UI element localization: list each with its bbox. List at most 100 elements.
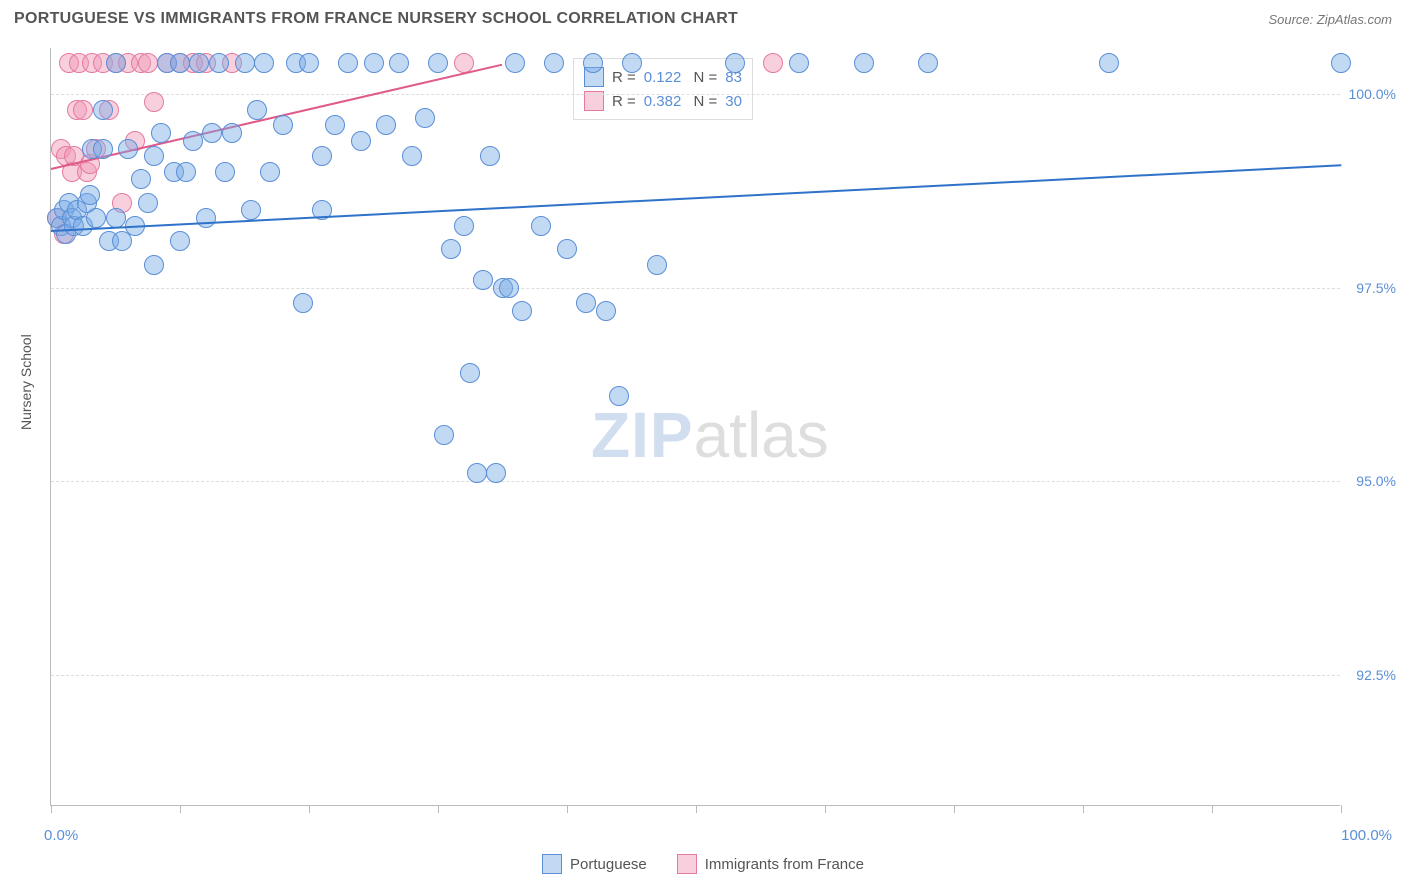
- stats-row-france: R =0.382 N =30: [584, 89, 742, 113]
- data-point-portuguese: [93, 100, 113, 120]
- data-point-portuguese: [241, 200, 261, 220]
- data-point-portuguese: [789, 53, 809, 73]
- x-tick: [825, 805, 826, 813]
- trend-line-portuguese: [51, 164, 1341, 232]
- data-point-portuguese: [325, 115, 345, 135]
- x-tick: [1341, 805, 1342, 813]
- x-tick: [1083, 805, 1084, 813]
- gridline: [51, 94, 1340, 95]
- y-tick-label: 92.5%: [1356, 667, 1396, 683]
- data-point-portuguese: [118, 139, 138, 159]
- data-point-portuguese: [189, 53, 209, 73]
- data-point-portuguese: [918, 53, 938, 73]
- data-point-portuguese: [854, 53, 874, 73]
- x-tick: [309, 805, 310, 813]
- data-point-portuguese: [480, 146, 500, 166]
- data-point-portuguese: [196, 208, 216, 228]
- stats-row-portuguese: R =0.122 N =83: [584, 65, 742, 89]
- chart-title: PORTUGUESE VS IMMIGRANTS FROM FRANCE NUR…: [14, 10, 738, 28]
- data-point-portuguese: [235, 53, 255, 73]
- data-point-portuguese: [576, 293, 596, 313]
- data-point-portuguese: [364, 53, 384, 73]
- data-point-portuguese: [415, 108, 435, 128]
- data-point-portuguese: [170, 231, 190, 251]
- data-point-portuguese: [93, 139, 113, 159]
- swatch-portuguese-bottom: [542, 854, 562, 874]
- data-point-portuguese: [557, 239, 577, 259]
- data-point-portuguese: [293, 293, 313, 313]
- data-point-portuguese: [473, 270, 493, 290]
- data-point-portuguese: [609, 386, 629, 406]
- data-point-portuguese: [338, 53, 358, 73]
- data-point-portuguese: [467, 463, 487, 483]
- data-point-portuguese: [260, 162, 280, 182]
- data-point-portuguese: [402, 146, 422, 166]
- data-point-portuguese: [486, 463, 506, 483]
- data-point-portuguese: [209, 53, 229, 73]
- data-point-france: [763, 53, 783, 73]
- data-point-portuguese: [299, 53, 319, 73]
- data-point-portuguese: [202, 123, 222, 143]
- data-point-portuguese: [622, 53, 642, 73]
- data-point-portuguese: [106, 208, 126, 228]
- data-point-portuguese: [254, 53, 274, 73]
- data-point-portuguese: [583, 53, 603, 73]
- data-point-portuguese: [176, 162, 196, 182]
- watermark: ZIPatlas: [591, 398, 829, 472]
- data-point-portuguese: [151, 123, 171, 143]
- x-tick: [567, 805, 568, 813]
- data-point-portuguese: [544, 53, 564, 73]
- x-tick: [696, 805, 697, 813]
- data-point-portuguese: [454, 216, 474, 236]
- data-point-france: [73, 100, 93, 120]
- y-tick-label: 100.0%: [1349, 86, 1396, 102]
- data-point-portuguese: [441, 239, 461, 259]
- gridline: [51, 481, 1340, 482]
- bottom-legend: Portuguese Immigrants from France: [0, 854, 1406, 874]
- data-point-portuguese: [725, 53, 745, 73]
- y-axis-title: Nursery School: [18, 334, 34, 430]
- data-point-portuguese: [531, 216, 551, 236]
- data-point-portuguese: [106, 53, 126, 73]
- data-point-france: [144, 92, 164, 112]
- data-point-portuguese: [389, 53, 409, 73]
- x-tick: [51, 805, 52, 813]
- data-point-portuguese: [351, 131, 371, 151]
- x-axis-max-label: 100.0%: [1341, 827, 1392, 844]
- data-point-portuguese: [376, 115, 396, 135]
- data-point-portuguese: [1099, 53, 1119, 73]
- y-tick-label: 97.5%: [1356, 280, 1396, 296]
- gridline: [51, 675, 1340, 676]
- data-point-portuguese: [144, 146, 164, 166]
- x-tick: [438, 805, 439, 813]
- data-point-portuguese: [312, 146, 332, 166]
- data-point-portuguese: [144, 255, 164, 275]
- data-point-portuguese: [499, 278, 519, 298]
- data-point-portuguese: [434, 425, 454, 445]
- data-point-portuguese: [215, 162, 235, 182]
- data-point-portuguese: [222, 123, 242, 143]
- chart-plot-area: ZIPatlas R =0.122 N =83 R =0.382 N =30 1…: [50, 48, 1340, 806]
- data-point-portuguese: [170, 53, 190, 73]
- data-point-portuguese: [428, 53, 448, 73]
- data-point-portuguese: [183, 131, 203, 151]
- data-point-portuguese: [131, 169, 151, 189]
- x-tick: [954, 805, 955, 813]
- x-tick: [180, 805, 181, 813]
- gridline: [51, 288, 1340, 289]
- source-label: Source: ZipAtlas.com: [1268, 12, 1392, 27]
- legend-item-portuguese: Portuguese: [542, 854, 647, 874]
- data-point-portuguese: [1331, 53, 1351, 73]
- data-point-portuguese: [647, 255, 667, 275]
- data-point-portuguese: [512, 301, 532, 321]
- x-tick: [1212, 805, 1213, 813]
- data-point-portuguese: [80, 185, 100, 205]
- x-axis-min-label: 0.0%: [44, 827, 78, 844]
- data-point-portuguese: [596, 301, 616, 321]
- data-point-portuguese: [505, 53, 525, 73]
- y-tick-label: 95.0%: [1356, 473, 1396, 489]
- data-point-portuguese: [273, 115, 293, 135]
- data-point-portuguese: [86, 208, 106, 228]
- data-point-portuguese: [247, 100, 267, 120]
- data-point-portuguese: [138, 193, 158, 213]
